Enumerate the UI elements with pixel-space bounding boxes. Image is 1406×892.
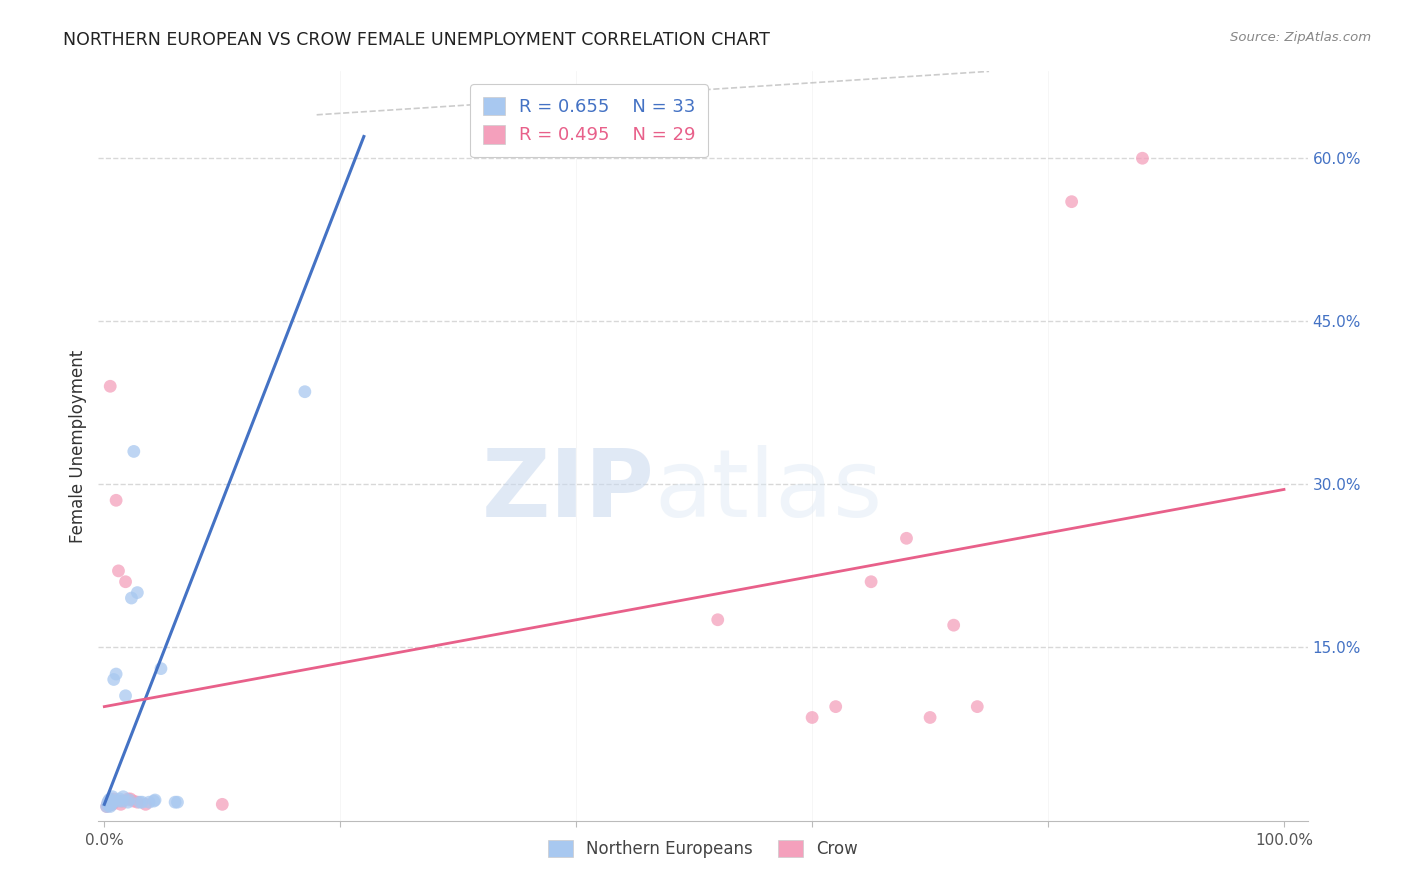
Point: [801, 710, 824, 724]
Point: [105, 667, 128, 681]
Point: [896, 531, 918, 545]
Point: [131, 795, 153, 809]
Text: Source: ZipAtlas.com: Source: ZipAtlas.com: [1230, 31, 1371, 45]
Legend: Northern Europeans, Crow: Northern Europeans, Crow: [541, 833, 865, 864]
Point: [101, 797, 124, 812]
Point: [114, 574, 136, 589]
Point: [706, 613, 728, 627]
Point: [107, 564, 129, 578]
Text: NORTHERN EUROPEAN VS CROW FEMALE UNEMPLOYMENT CORRELATION CHART: NORTHERN EUROPEAN VS CROW FEMALE UNEMPLO…: [63, 31, 770, 49]
Point: [117, 792, 139, 806]
Point: [98, 792, 121, 806]
Point: [166, 795, 188, 809]
Point: [97, 797, 120, 812]
Point: [860, 574, 883, 589]
Point: [1060, 194, 1083, 209]
Point: [824, 699, 846, 714]
Point: [98, 797, 121, 812]
Point: [165, 795, 187, 809]
Point: [101, 789, 124, 804]
Point: [114, 689, 136, 703]
Point: [120, 591, 142, 605]
Point: [97, 797, 120, 811]
Point: [920, 710, 942, 724]
Point: [110, 797, 132, 812]
Point: [1132, 151, 1154, 165]
Point: [107, 794, 129, 808]
Point: [138, 795, 160, 809]
Point: [98, 379, 121, 393]
Point: [96, 799, 118, 814]
Point: [96, 799, 118, 814]
Point: [143, 793, 166, 807]
Point: [103, 792, 125, 806]
Point: [966, 699, 988, 714]
Point: [117, 795, 139, 809]
Point: [135, 797, 157, 812]
Point: [211, 797, 233, 812]
Point: [112, 789, 135, 804]
Point: [98, 798, 121, 813]
Text: ZIP: ZIP: [482, 445, 655, 537]
Point: [98, 798, 121, 813]
Point: [105, 493, 128, 508]
Point: [98, 799, 121, 814]
Point: [142, 794, 165, 808]
Point: [100, 797, 122, 812]
Point: [942, 618, 965, 632]
Point: [111, 794, 134, 808]
Point: [97, 795, 120, 809]
Point: [122, 444, 145, 458]
Text: atlas: atlas: [655, 445, 883, 537]
Point: [118, 793, 141, 807]
Point: [127, 585, 149, 599]
Point: [100, 794, 122, 808]
Point: [101, 795, 124, 809]
Point: [98, 794, 121, 808]
Point: [149, 662, 172, 676]
Point: [98, 797, 121, 811]
Point: [128, 795, 150, 809]
Point: [103, 673, 125, 687]
Point: [98, 793, 121, 807]
Point: [120, 792, 142, 806]
Point: [122, 794, 145, 808]
Point: [108, 792, 131, 806]
Point: [111, 794, 134, 808]
Point: [127, 795, 149, 809]
Point: [294, 384, 316, 399]
Y-axis label: Female Unemployment: Female Unemployment: [69, 350, 87, 542]
